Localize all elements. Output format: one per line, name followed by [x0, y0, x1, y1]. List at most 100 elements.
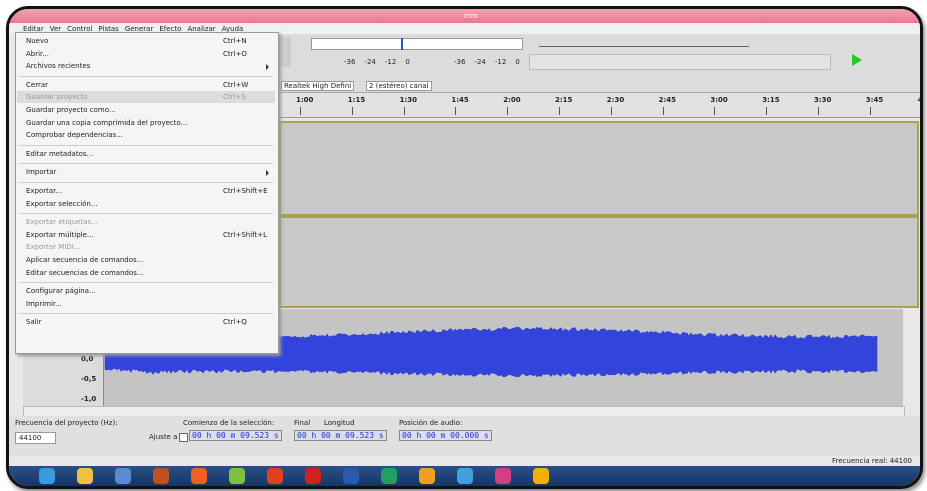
timeline-tick-label: 2:00 — [503, 96, 521, 104]
menu-item[interactable]: Exportar... — [26, 187, 63, 195]
taskbar-app[interactable] — [191, 468, 207, 484]
menu-item[interactable]: Imprimir... — [26, 299, 62, 308]
menu-item[interactable]: Abrir... — [26, 49, 49, 58]
menu-item[interactable]: Ayuda — [221, 25, 244, 33]
menu-item[interactable]: Salir — [26, 318, 42, 327]
meter-tick: -24 — [364, 58, 376, 66]
slider[interactable] — [539, 38, 749, 47]
taskbar-app[interactable] — [533, 468, 549, 484]
taskbar-icons — [39, 468, 549, 484]
menu-item[interactable]: Configurar página... — [26, 287, 96, 296]
timeline-tick — [403, 107, 405, 115]
amplitude-ruler: 0,0 -0,5 -1,0 — [79, 309, 103, 406]
timeline-tick — [351, 107, 353, 115]
timeline-tick — [922, 107, 923, 115]
menu-item[interactable]: Comprobar dependencias... — [26, 131, 123, 140]
timeline-tick-label: 1:15 — [347, 96, 366, 104]
play-at-speed[interactable] — [852, 54, 862, 66]
menu-shortcut: Ctrl+Shift+E — [223, 187, 268, 195]
snap-checkbox[interactable] — [179, 433, 188, 442]
timeline-tick — [559, 107, 560, 115]
meter-tick: -12 — [494, 58, 507, 66]
timeline-tick-label: 2:45 — [658, 96, 677, 104]
waveform — [104, 326, 878, 378]
taskbar-app[interactable] — [419, 468, 435, 484]
menu-item[interactable]: Ver — [49, 25, 62, 33]
menu-item[interactable]: Pistas — [98, 25, 119, 33]
menu-item[interactable]: Aplicar secuencia de comandos... — [26, 256, 144, 264]
end-radio[interactable]: Final — [294, 419, 311, 427]
taskbar-app[interactable] — [267, 468, 283, 484]
channels-select[interactable]: 2 (estéreo) canal — [366, 81, 432, 91]
menu-highlight — [17, 91, 275, 104]
menu-item[interactable]: Editar secuencias de comandos... — [26, 268, 144, 277]
submenu-arrow — [266, 64, 269, 71]
timeline-tick-label: 4:00 — [917, 96, 923, 104]
menu-item[interactable]: Exportar MIDI... — [26, 243, 81, 252]
menu-item[interactable]: Editar metadatos... — [26, 149, 94, 158]
taskbar-app[interactable] — [77, 468, 93, 484]
timeline-tick — [818, 107, 819, 115]
file-menu: Nuevo Ctrl+N Abrir... Ctrl+O Archivos recien… — [15, 32, 279, 354]
menu-item[interactable]: Guardar proyecto — [26, 93, 88, 102]
menu-item[interactable]: Exportar múltiple... — [26, 230, 94, 239]
taskbar-app[interactable] — [115, 468, 131, 484]
timeline-tick-label: 1:45 — [451, 96, 469, 104]
end-time[interactable]: 00 h 00 m 09.523 s — [294, 430, 387, 441]
menu-item[interactable]: Generar — [124, 25, 154, 33]
meter-marker — [401, 38, 403, 50]
device-select[interactable]: Realtek High Defini — [281, 81, 355, 91]
rate-select[interactable]: 44100 — [15, 432, 57, 444]
meter-scale: -36 -24 -12 0 — [454, 58, 520, 66]
taskbar-app[interactable] — [305, 468, 321, 484]
menu-item[interactable]: Exportar etiquetas... — [26, 218, 98, 227]
menu-separator — [19, 144, 273, 146]
meter-tick: -12 — [384, 58, 397, 66]
menu-item[interactable]: Importar — [26, 168, 57, 177]
menu-item[interactable]: Archivos recientes — [26, 62, 91, 71]
waveform-layer — [104, 326, 878, 378]
timeline-tick — [300, 107, 301, 115]
menu-item[interactable]: Exportar selección... — [26, 199, 98, 208]
start-label: Comienzo de la selección: — [183, 419, 275, 427]
taskbar-app[interactable] — [39, 468, 55, 484]
taskbar-app[interactable] — [153, 468, 169, 484]
edit-toolbar — [529, 54, 831, 70]
menu-item[interactable]: Nuevo — [26, 37, 49, 45]
menu-shortcut: Ctrl+W — [223, 80, 249, 89]
menu-separator — [19, 313, 273, 315]
menu-separator — [19, 282, 273, 284]
menu-item[interactable]: Guardar una copia comprimida del proyect… — [26, 118, 188, 127]
menu-shortcut: Ctrl+Shift+L — [223, 230, 267, 239]
menu-items: Editar Ver Control Pistas Generar Efecto Anali… — [23, 25, 243, 33]
menu-item[interactable]: Editar — [23, 25, 44, 33]
window-title: mm — [464, 12, 478, 20]
rate-label: Frecuencia del proyecto (Hz): — [15, 419, 118, 427]
menu-shortcut: Ctrl+S — [223, 93, 246, 102]
menu-item[interactable]: Efecto — [159, 25, 182, 33]
timeline-tick — [610, 107, 612, 115]
taskbar-app[interactable] — [343, 468, 359, 484]
snap-label: Ajuste a — [149, 433, 178, 441]
taskbar-app[interactable] — [457, 468, 473, 484]
taskbar-app[interactable] — [381, 468, 397, 484]
menu-item[interactable]: Analizar — [187, 25, 216, 33]
menu-item[interactable]: Guardar proyecto como... — [26, 106, 116, 114]
menu-bar — [9, 23, 920, 34]
menu-item[interactable]: Cerrar — [26, 80, 48, 89]
menu-item[interactable]: Control — [67, 25, 93, 33]
length-radio[interactable]: Longitud — [324, 419, 355, 427]
position-time[interactable]: 00 h 00 m 00.000 s — [399, 430, 492, 441]
meter-scale: -36 -24 -12 0 — [344, 58, 410, 66]
menu-shortcut: Ctrl+N — [223, 37, 247, 45]
timeline: 1:00 1:15 1:30 1:45 2:00 2:15 2:30 2:45 3:00 3:15… — [279, 93, 920, 118]
meter-tick: -36 — [344, 58, 356, 66]
taskbar-app[interactable] — [229, 468, 245, 484]
timeline-tick-label: 3:30 — [814, 96, 832, 104]
taskbar-app[interactable] — [495, 468, 511, 484]
tool-buttons[interactable] — [281, 37, 291, 67]
title-bar — [9, 9, 920, 23]
status-rate: Frecuencia real: 44100 — [831, 457, 912, 465]
start-time[interactable]: 00 h 00 m 09.523 s — [189, 430, 282, 441]
meter-tick: 0 — [405, 58, 410, 66]
